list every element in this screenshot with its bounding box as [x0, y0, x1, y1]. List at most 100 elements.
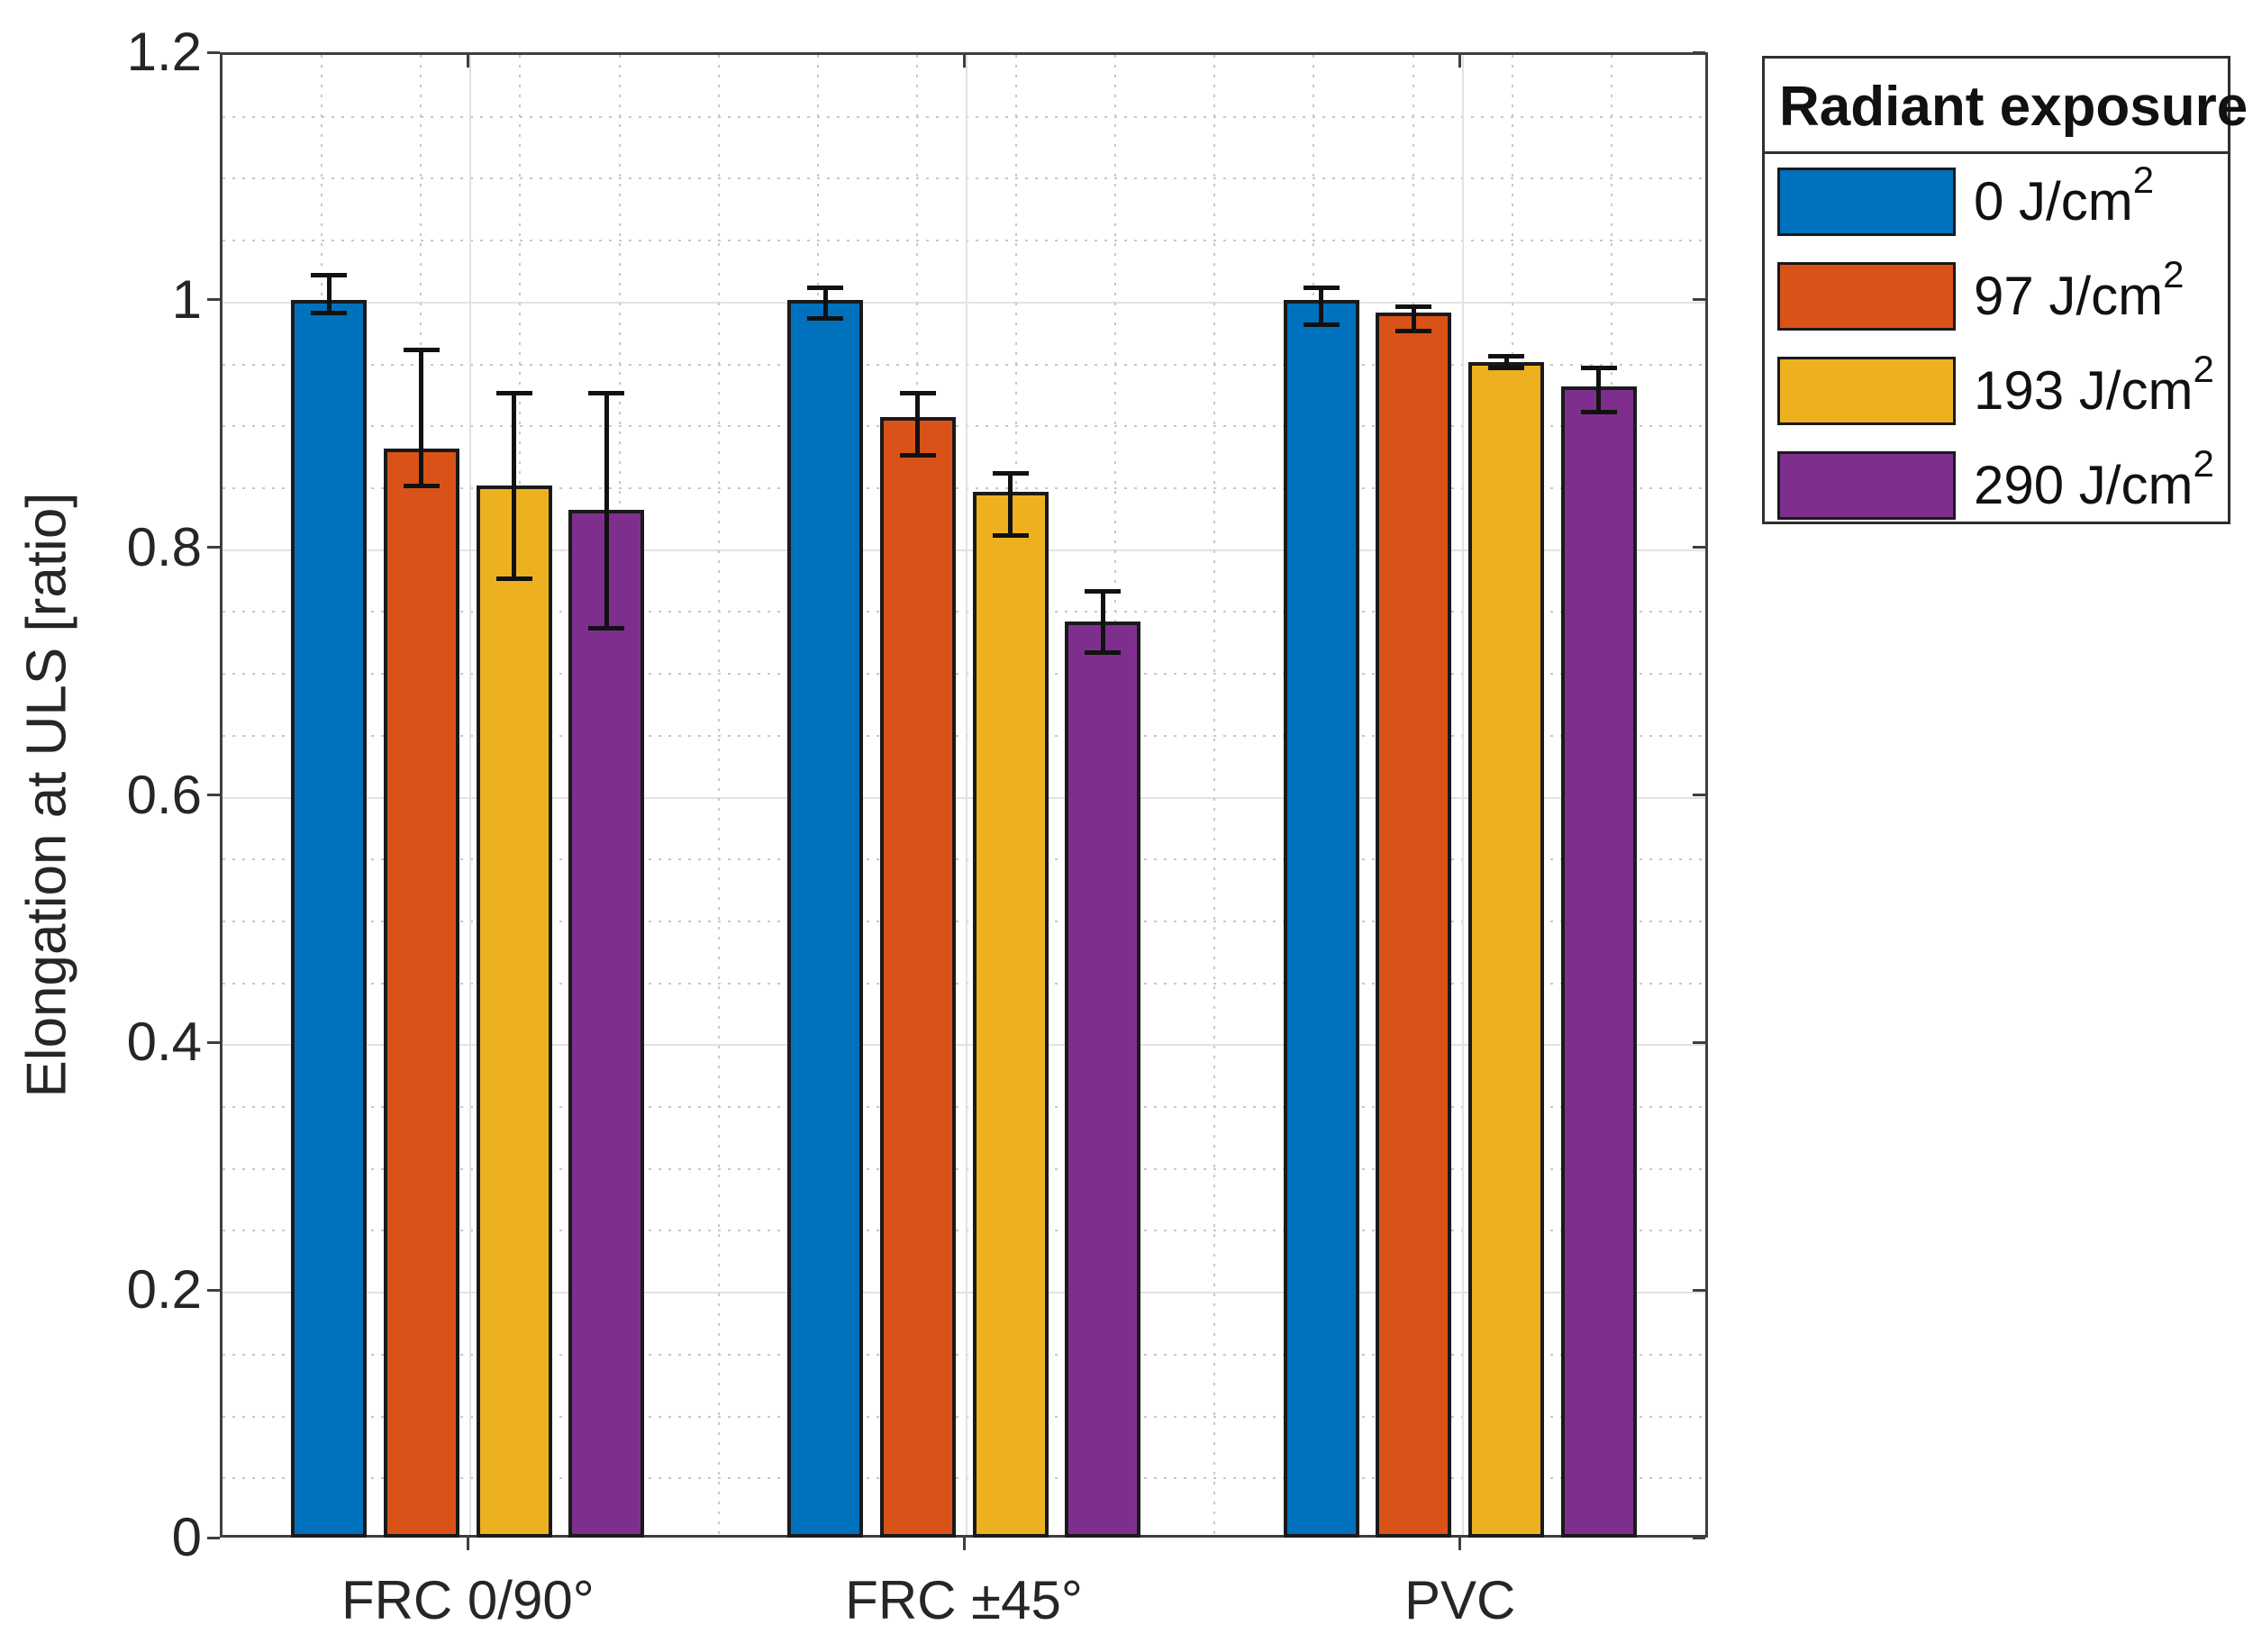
- y-axis-tick-right: [1693, 298, 1705, 302]
- h-gridline-major: [223, 1292, 1705, 1294]
- legend-separator: [1765, 151, 2228, 154]
- legend-item-label: 0 J/cm2: [1974, 159, 2155, 232]
- h-gridline-minor: [223, 611, 1705, 613]
- y-tick-label: 0.6: [126, 764, 202, 825]
- x-axis-tick-bottom: [1458, 1538, 1462, 1550]
- y-axis-tick-left: [207, 1040, 220, 1044]
- bar-0Jcm2-group3: [1283, 299, 1359, 1538]
- h-gridline-minor: [223, 240, 1705, 242]
- x-axis-tick-bottom: [466, 1538, 469, 1550]
- x-tick-label: PVC: [1404, 1570, 1516, 1630]
- bar-193Jcm2-group1: [476, 485, 552, 1538]
- y-tick-label: 1.2: [126, 22, 202, 82]
- error-cap-top: [1395, 304, 1432, 309]
- v-gridline-major: [469, 55, 472, 1535]
- h-gridline-minor: [223, 734, 1705, 737]
- error-bar: [1100, 590, 1105, 653]
- legend-swatch: [1777, 450, 1956, 520]
- h-gridline-minor: [223, 1353, 1705, 1356]
- x-axis-tick-bottom: [962, 1538, 966, 1550]
- y-tick-label: 0.2: [126, 1259, 202, 1321]
- error-cap-top: [899, 390, 936, 395]
- h-gridline-minor: [223, 486, 1705, 489]
- h-gridline-minor: [223, 1167, 1705, 1170]
- error-bar: [1411, 305, 1416, 331]
- bar-97Jcm2-group2: [879, 417, 956, 1538]
- h-gridline-major: [223, 1044, 1705, 1047]
- error-bar: [915, 392, 920, 455]
- legend-item: 0 J/cm2: [1765, 154, 2228, 249]
- h-gridline-major: [223, 301, 1705, 304]
- y-axis-tick-left: [207, 50, 220, 54]
- legend: Radiant exposure 0 J/cm2 97 J/cm2 193 J/cm…: [1762, 56, 2248, 524]
- bar-193Jcm2-group2: [972, 491, 1049, 1538]
- legend-swatch: [1777, 356, 1956, 425]
- legend-item-label: 290 J/cm2: [1974, 442, 2214, 516]
- v-gridline-major: [1461, 55, 1464, 1535]
- bar-290Jcm2-group1: [568, 510, 645, 1538]
- legend-item-label: 97 J/cm2: [1974, 253, 2185, 327]
- h-gridline-minor: [223, 363, 1705, 366]
- error-cap-top: [588, 390, 625, 395]
- v-gridline-major: [966, 55, 967, 1535]
- error-cap-top: [495, 390, 532, 395]
- bar-290Jcm2-group2: [1065, 622, 1140, 1538]
- error-cap-top: [403, 347, 440, 352]
- h-gridline-minor: [223, 177, 1705, 180]
- y-axis-tick-right: [1693, 1040, 1705, 1044]
- h-gridline-minor: [223, 673, 1705, 676]
- error-cap-top: [807, 286, 843, 291]
- error-cap-bottom: [1085, 650, 1121, 656]
- error-bar: [326, 275, 332, 313]
- legend-swatch: [1777, 167, 1956, 236]
- legend-item-label: 193 J/cm2: [1974, 348, 2214, 422]
- h-gridline-major: [223, 549, 1705, 551]
- error-cap-bottom: [807, 316, 843, 322]
- v-gridline-minor: [1213, 55, 1216, 1535]
- y-axis-tick-left: [207, 1536, 220, 1539]
- error-bar: [1319, 287, 1324, 325]
- x-axis-tick-top: [962, 55, 966, 68]
- bar-290Jcm2-group3: [1560, 386, 1637, 1538]
- h-gridline-minor: [223, 1106, 1705, 1109]
- h-gridline-major: [223, 796, 1705, 799]
- h-gridline-minor: [223, 858, 1705, 861]
- y-tick-label: 0: [171, 1507, 202, 1567]
- y-tick-label: 0.8: [126, 516, 202, 577]
- error-bar: [1596, 368, 1602, 412]
- error-cap-bottom: [1395, 329, 1432, 334]
- error-bar: [822, 287, 828, 319]
- error-cap-bottom: [403, 483, 440, 488]
- error-bar: [419, 349, 424, 486]
- h-gridline-minor: [223, 920, 1705, 922]
- error-cap-bottom: [1580, 409, 1617, 414]
- bar-0Jcm2-group2: [787, 299, 863, 1538]
- y-axis-tick-left: [207, 1288, 220, 1292]
- legend-title: Radiant exposure: [1779, 76, 2248, 138]
- legend-item: 193 J/cm2: [1765, 343, 2228, 438]
- x-tick-label: FRC ±45°: [845, 1570, 1083, 1630]
- error-cap-bottom: [311, 310, 348, 315]
- h-gridline-minor: [223, 1415, 1705, 1418]
- error-cap-top: [992, 471, 1029, 477]
- error-cap-top: [1580, 366, 1617, 371]
- error-cap-top: [1085, 588, 1121, 594]
- legend-item: 97 J/cm2: [1765, 249, 2228, 343]
- bar-0Jcm2-group1: [291, 299, 368, 1538]
- y-axis-tick-right: [1693, 1536, 1705, 1539]
- error-bar: [1503, 355, 1509, 368]
- error-cap-bottom: [899, 452, 936, 458]
- y-axis-tick-right: [1693, 794, 1705, 796]
- error-bar: [1008, 473, 1013, 535]
- y-axis-tick-left: [207, 794, 220, 796]
- error-cap-bottom: [588, 625, 625, 631]
- h-gridline-minor: [223, 115, 1705, 118]
- error-bar: [512, 392, 517, 579]
- y-axis-tick-left: [207, 298, 220, 302]
- legend-item: 290 J/cm2: [1765, 438, 2228, 532]
- v-gridline-minor: [717, 55, 720, 1535]
- y-axis-tick-right: [1693, 546, 1705, 549]
- y-tick-label: 0.4: [126, 1012, 202, 1073]
- error-cap-bottom: [1488, 366, 1525, 371]
